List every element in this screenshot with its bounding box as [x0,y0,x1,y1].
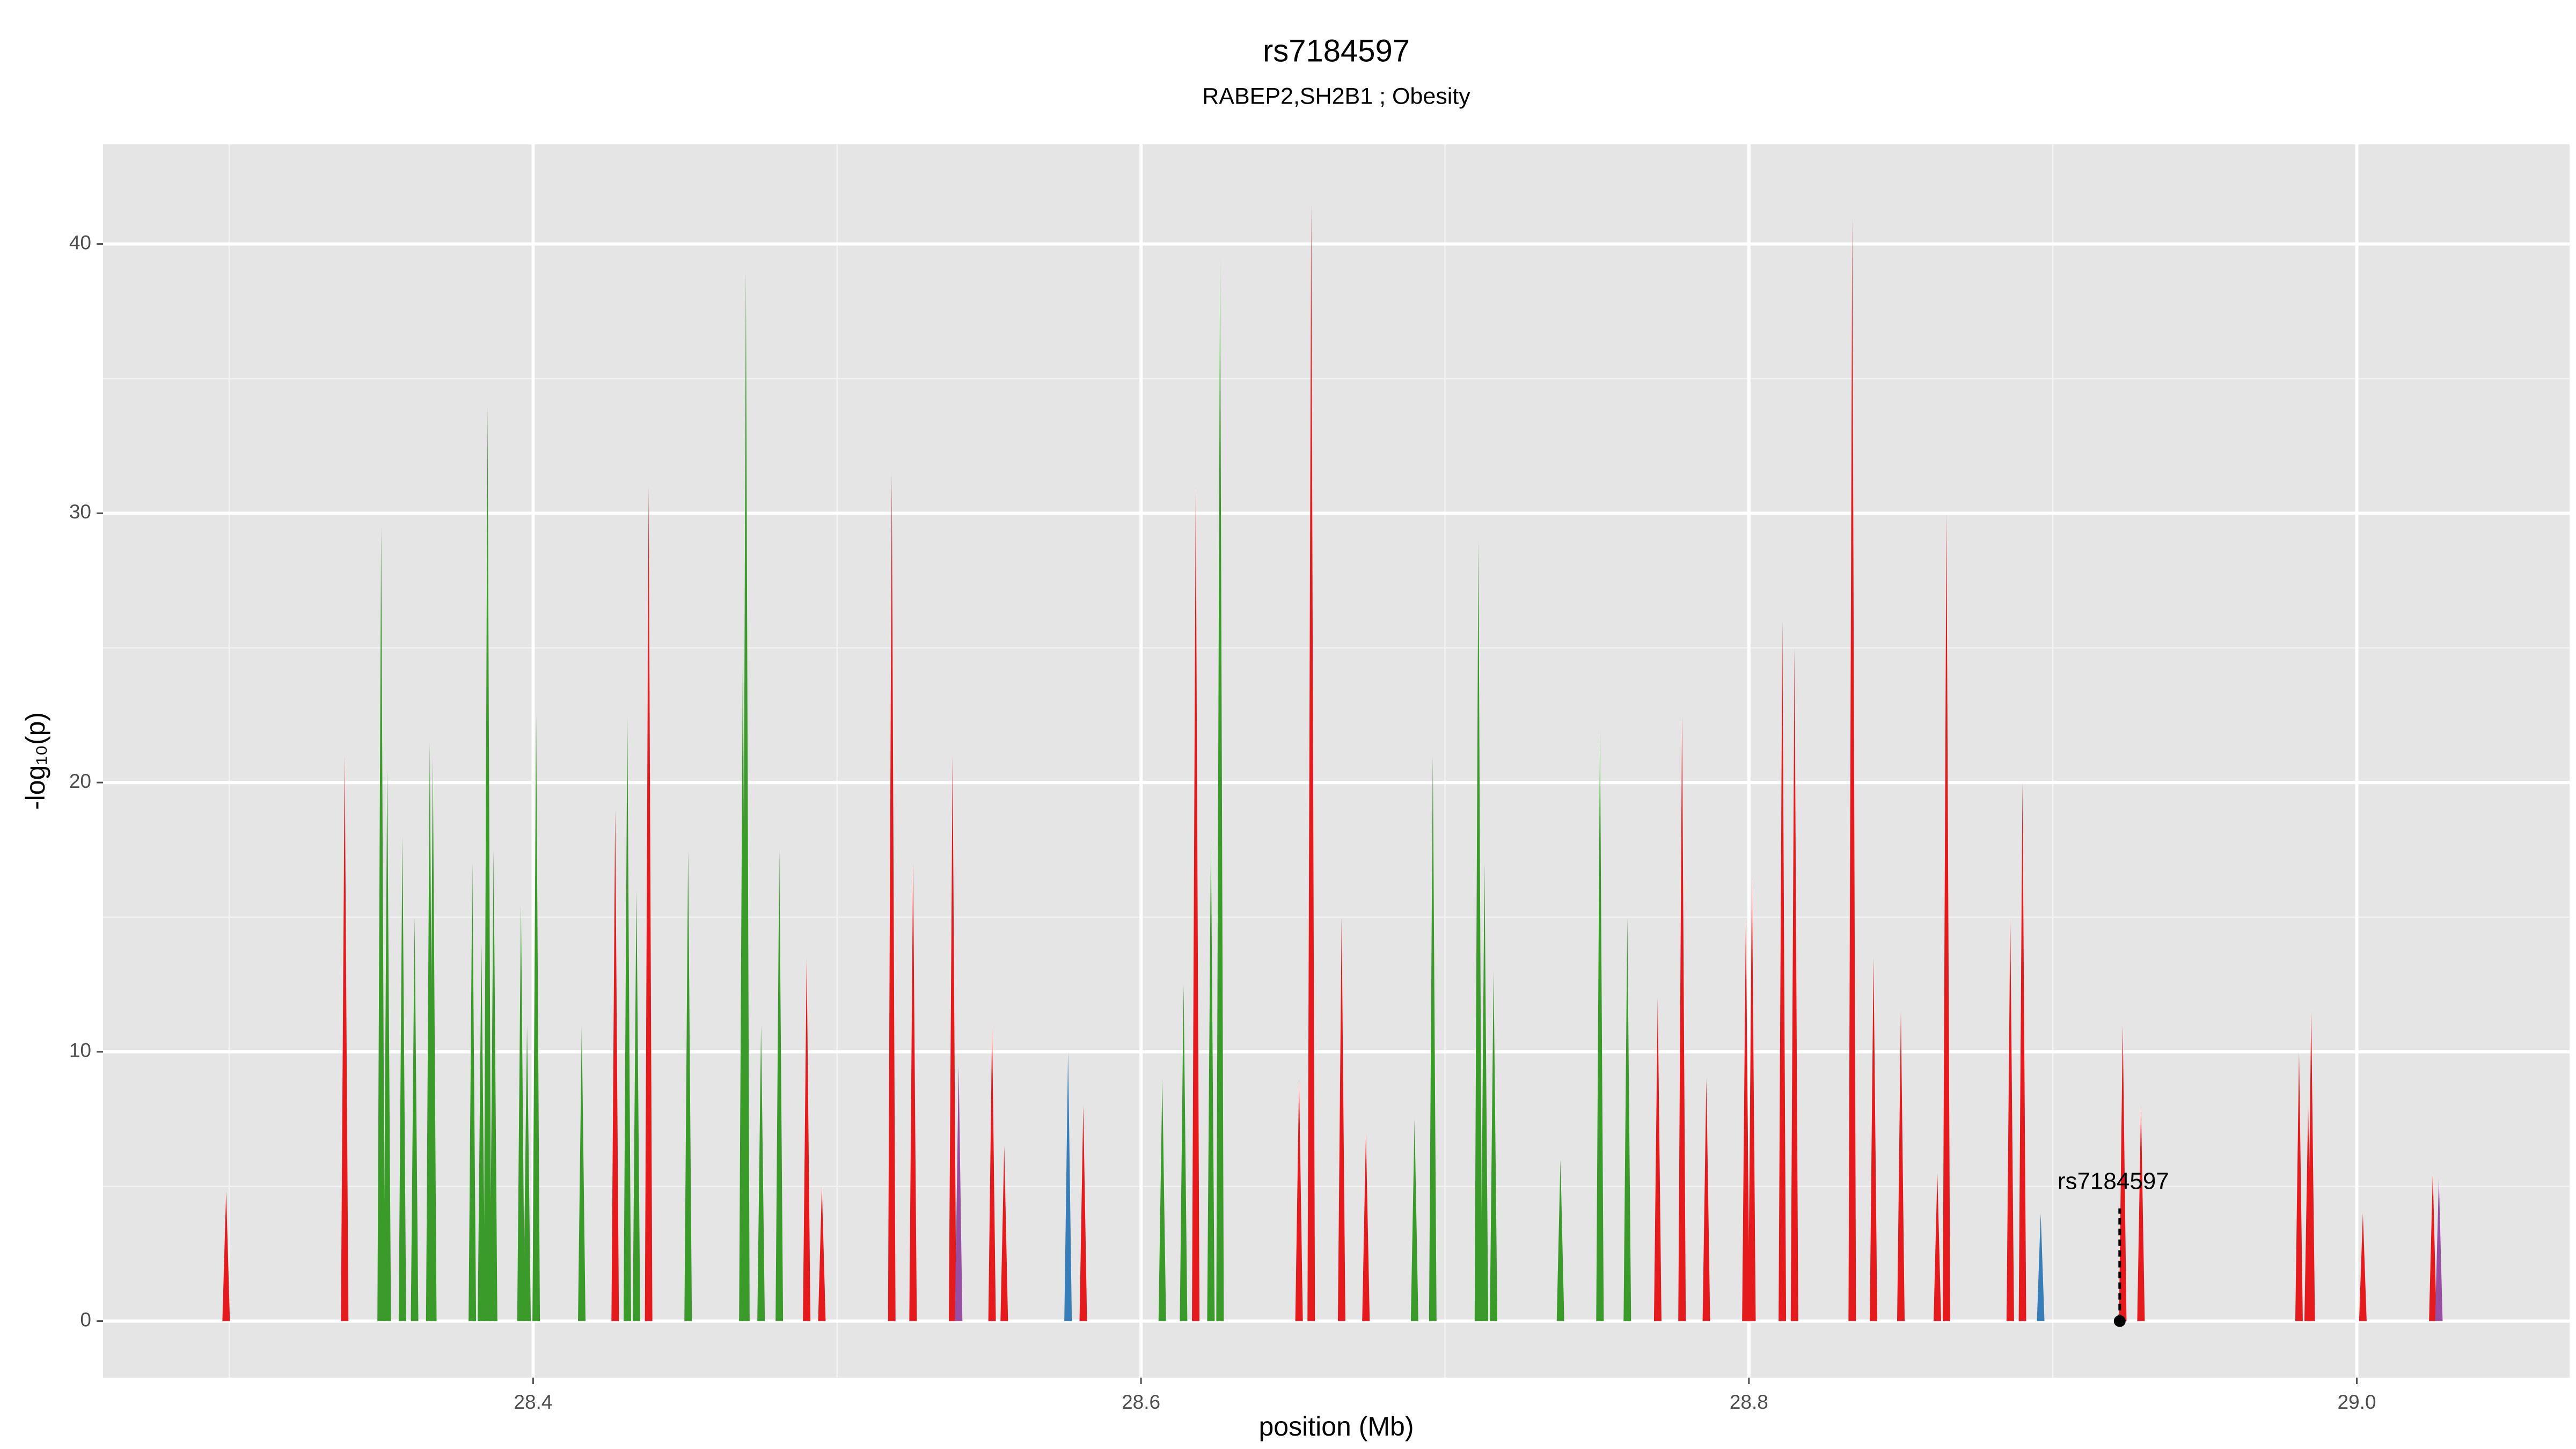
spike [623,715,631,1321]
spike [411,917,419,1321]
x-tick-label: 28.8 [1730,1391,1768,1413]
spike [578,1024,586,1321]
spike [523,1024,531,1321]
spike [1000,1146,1008,1321]
spike [1870,957,1878,1321]
spike [1207,836,1215,1321]
spike [1158,1079,1166,1321]
spike [1064,1051,1072,1321]
spike [469,863,477,1321]
spike [1897,1011,1905,1321]
spike [1702,1079,1710,1321]
spike [803,957,811,1321]
x-tick-label: 28.4 [514,1391,552,1413]
y-tick-label: 40 [69,231,91,253]
x-tick-label: 29.0 [2338,1391,2376,1413]
spike [2359,1213,2367,1321]
spike [2307,1011,2315,1321]
spike [2006,917,2014,1321]
spike [478,944,486,1321]
spike [909,863,917,1321]
spike [1653,998,1662,1321]
spike [955,1065,963,1321]
spike [757,1024,765,1321]
x-tick-label: 28.6 [1122,1391,1160,1413]
spike [489,850,497,1321]
spike [1742,917,1750,1321]
spike [2037,1213,2045,1321]
spike [1748,876,1756,1321]
spike [1079,1106,1087,1321]
spike [2429,1173,2437,1321]
spike [1678,715,1686,1321]
spike [1942,513,1950,1321]
y-tick-label: 0 [80,1308,91,1330]
spike [988,1024,996,1321]
plot-panel [103,144,2570,1378]
spike [1490,971,1498,1321]
x-axis-label: position (Mb) [1259,1411,1414,1441]
spike [1596,728,1604,1321]
spike [341,755,349,1321]
y-tick-label: 20 [69,770,91,792]
chart-subtitle: RABEP2,SH2B1 ; Obesity [1202,83,1470,109]
spike [2435,1178,2443,1321]
spike [1429,755,1437,1321]
spike [1362,1132,1370,1321]
spike [1307,203,1315,1321]
spike [775,850,784,1321]
spike [1192,486,1200,1321]
annotation-point [2113,1315,2126,1327]
spike [377,526,385,1321]
spike [1474,540,1482,1321]
spike [1410,1119,1418,1321]
y-tick-label: 10 [69,1040,91,1062]
spike [645,486,653,1321]
spike [684,850,692,1321]
spike [2119,1024,2127,1321]
spike [2295,1051,2303,1321]
spike [398,836,406,1321]
spike [1216,257,1224,1321]
spike [2018,782,2026,1321]
y-axis-label: -log₁₀(p) [20,712,50,810]
spike [742,270,750,1321]
spike [532,715,540,1321]
spike [1481,863,1489,1321]
chart-title: rs7184597 [1263,33,1410,68]
spike [818,1186,826,1321]
spike [1790,648,1798,1321]
spike [222,1191,230,1321]
spike [1623,917,1631,1321]
spike [429,755,437,1321]
spike [888,473,896,1321]
spike [1779,621,1787,1321]
y-tick-label: 30 [69,501,91,523]
spike [383,769,391,1321]
spike [632,890,640,1321]
spike [517,903,525,1321]
spike [484,405,492,1321]
spike [948,755,956,1321]
spike [1556,1159,1564,1321]
spike [611,809,619,1321]
spike [2137,1106,2145,1321]
spike [1337,917,1345,1321]
spike [1295,1079,1303,1321]
spike [1180,984,1188,1321]
annotation-label: rs7184597 [2058,1168,2169,1194]
spike [1933,1173,1941,1321]
spike [1848,217,1856,1321]
